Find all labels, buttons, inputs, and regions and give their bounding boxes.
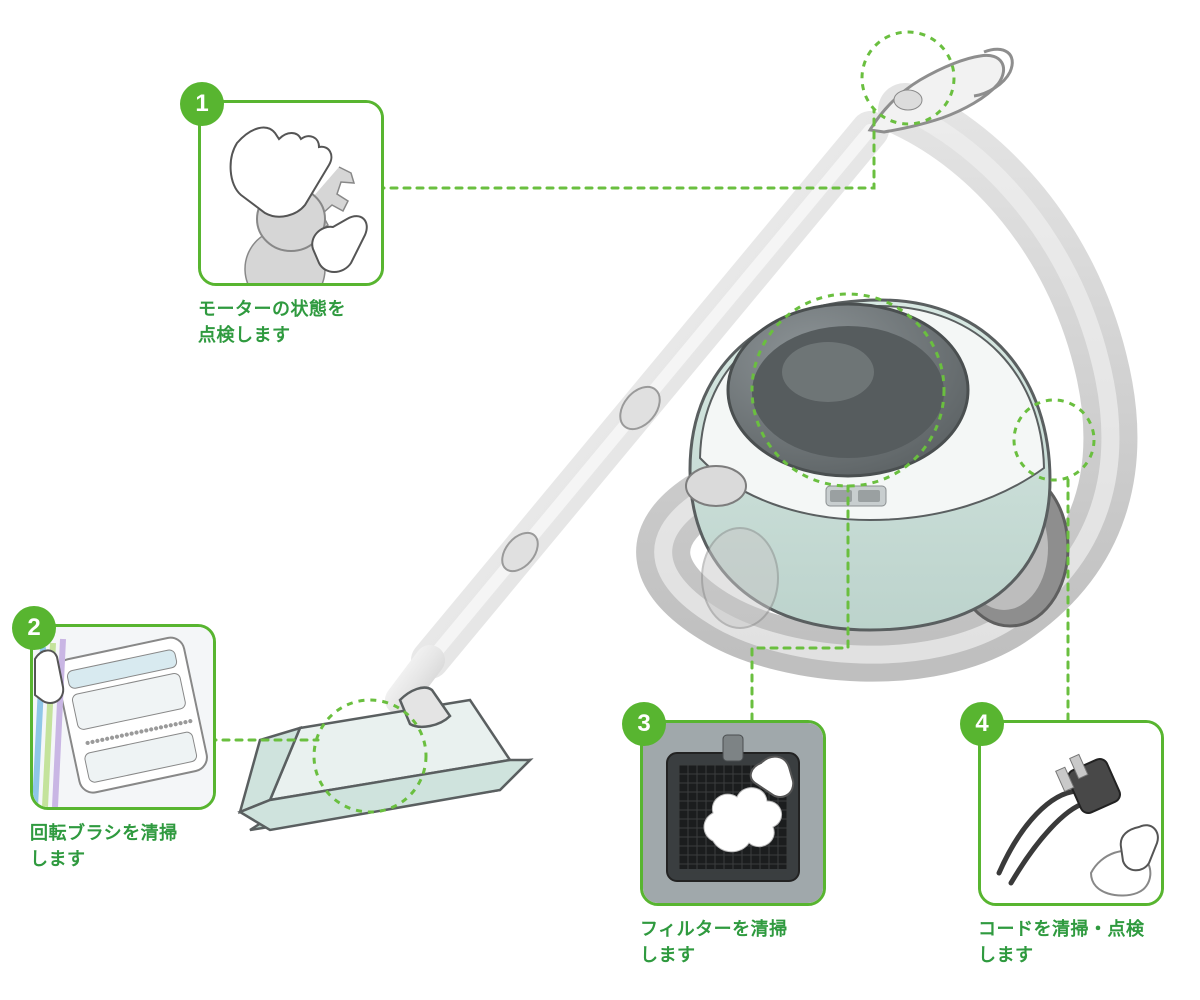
callout-caption-c1: モーターの状態を点検します <box>198 296 378 348</box>
callout-thumb-motor <box>201 103 381 283</box>
callout-thumb-filter <box>643 723 823 903</box>
callout-box-c3 <box>640 720 826 906</box>
callout-c3: 3 フィルターを清掃します <box>640 720 820 968</box>
callout-badge-c2: 2 <box>12 606 56 650</box>
callout-badge-c3: 3 <box>622 702 666 746</box>
callout-c2: 2 回転ブラシを清掃します <box>30 624 210 872</box>
callout-c1: 1 モーターの状態を点検します <box>198 100 378 348</box>
callout-thumb-cord <box>981 723 1161 903</box>
callout-box-c2 <box>30 624 216 810</box>
callout-badge-c4: 4 <box>960 702 1004 746</box>
callout-box-c4 <box>978 720 1164 906</box>
callout-badge-c1: 1 <box>180 82 224 126</box>
callout-thumb-brush <box>33 627 213 807</box>
callout-c4: 4 コードを清掃・点検します <box>978 720 1158 968</box>
callout-caption-c3: フィルターを清掃します <box>640 916 820 968</box>
leader-c1 <box>378 110 874 188</box>
callout-box-c1 <box>198 100 384 286</box>
diagram-stage: 1 モーターの状態を点検します 2 回転ブラシを清掃します 3 <box>0 0 1200 1000</box>
callout-caption-c2: 回転ブラシを清掃します <box>30 820 210 872</box>
callout-caption-c4: コードを清掃・点検します <box>978 916 1158 968</box>
